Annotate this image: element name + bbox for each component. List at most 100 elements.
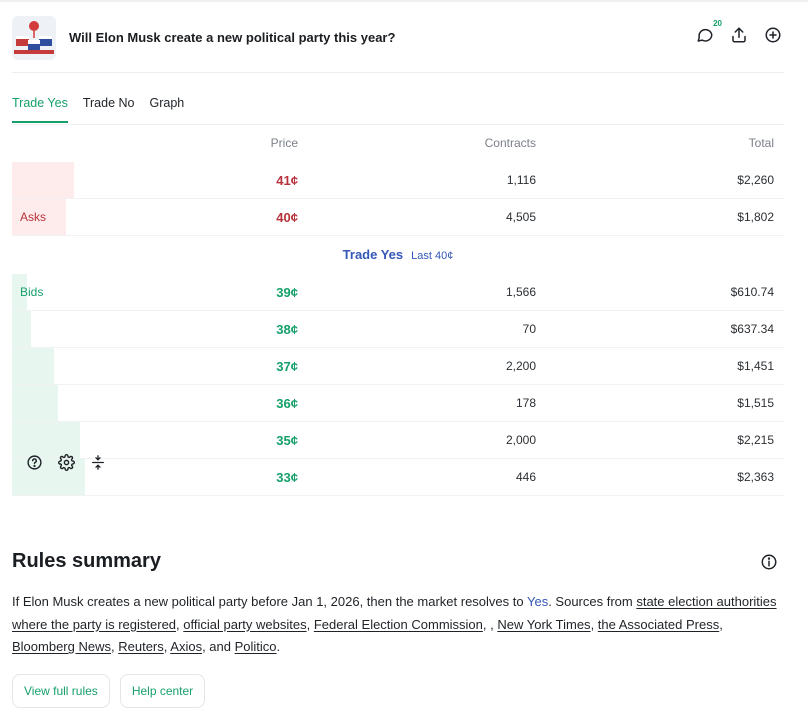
row-divider: [12, 310, 784, 311]
bid-total: $2,215: [737, 433, 774, 447]
collapse-icon: [90, 454, 106, 476]
row-divider: [12, 421, 784, 422]
help-button[interactable]: [24, 455, 44, 475]
add-icon: [764, 26, 782, 49]
comment-count: 20: [713, 19, 722, 28]
header-divider: [12, 72, 784, 73]
comment-icon: [696, 26, 714, 49]
row-divider: [12, 384, 784, 385]
bid-price: 37¢: [276, 359, 298, 374]
bid-total: $637.34: [730, 322, 774, 336]
separator: , ,: [482, 616, 498, 632]
row-divider: [12, 347, 784, 348]
rules-info-button[interactable]: [760, 553, 778, 571]
settings-icon: [57, 454, 75, 476]
tab-trade-yes[interactable]: Trade Yes: [12, 96, 68, 123]
tab-graph[interactable]: Graph: [149, 96, 185, 110]
source-link-reuters[interactable]: Reuters: [118, 639, 164, 654]
bid-price: 38¢: [276, 322, 298, 337]
bid-contracts: 70: [522, 322, 536, 336]
trade-tabs: Trade Yes Trade No Graph: [12, 96, 184, 123]
bid-price: 33¢: [276, 470, 298, 485]
comments-button[interactable]: 20: [694, 19, 722, 49]
depth-bar: [12, 311, 32, 348]
total-column-header: Total: [748, 136, 774, 150]
separator: , and: [202, 639, 235, 654]
spread-trade-label: Trade Yes: [342, 247, 404, 262]
source-link-bloomberg[interactable]: Bloomberg News: [12, 639, 111, 654]
collapse-button[interactable]: [88, 455, 108, 475]
bid-total: $1,515: [737, 396, 774, 410]
top-border: [0, 0, 808, 2]
separator: ,: [111, 639, 119, 654]
bid-row[interactable]: 38¢ 70 $637.34: [12, 311, 784, 348]
bid-total: $2,363: [737, 470, 774, 484]
tab-trade-no[interactable]: Trade No: [82, 96, 135, 110]
add-button[interactable]: [762, 26, 784, 48]
bid-contracts: 2,000: [505, 433, 536, 447]
rules-summary-title: Rules summary: [12, 550, 161, 572]
ask-total: $1,802: [737, 210, 774, 224]
help-center-button[interactable]: Help center: [119, 674, 206, 708]
source-link-axios[interactable]: Axios: [170, 639, 203, 654]
bid-price: 39¢: [276, 285, 298, 300]
bid-contracts: 2,200: [505, 359, 536, 373]
bid-contracts: 1,566: [505, 285, 536, 299]
depth-bar: [12, 348, 55, 385]
market-header: Will Elon Musk create a new political pa…: [12, 14, 784, 60]
header-actions: 20: [694, 19, 784, 49]
bid-price: 36¢: [276, 396, 298, 411]
depth-bar: [12, 199, 67, 236]
share-button[interactable]: [728, 26, 750, 48]
orderbook-tools: [24, 454, 108, 476]
help-icon: [26, 454, 43, 476]
row-divider: [12, 235, 784, 236]
bid-row[interactable]: 33¢ 446 $2,363: [12, 459, 784, 496]
view-full-rules-button[interactable]: View full rules: [12, 674, 110, 708]
source-link-official-party-websites[interactable]: official party websites: [183, 616, 307, 632]
rules-actions: View full rules Help center: [12, 674, 206, 708]
source-link-nyt[interactable]: New York Times: [497, 616, 591, 632]
price-column-header: Price: [270, 136, 298, 150]
bid-row[interactable]: Bids 39¢ 1,566 $610.74: [12, 274, 784, 311]
separator: ,: [719, 616, 723, 632]
last-price: Last 40¢: [411, 250, 454, 262]
ask-total: $2,260: [737, 173, 774, 187]
rules-summary-text: If Elon Musk creates a new political par…: [12, 591, 782, 659]
source-link-state-election-authorities[interactable]: state election authorities where the par…: [12, 594, 777, 632]
bid-row[interactable]: 37¢ 2,200 $1,451: [12, 348, 784, 385]
market-title: Will Elon Musk create a new political pa…: [69, 30, 396, 45]
market-image: [12, 16, 56, 60]
orderbook-header: Price Contracts Total: [12, 136, 784, 152]
bid-price: 35¢: [276, 433, 298, 448]
bid-row[interactable]: 35¢ 2,000 $2,215: [12, 422, 784, 459]
depth-bar: [12, 162, 74, 199]
yes-outcome: Yes: [526, 594, 549, 609]
rules-text-part: . Sources from: [548, 594, 637, 609]
separator: ,: [590, 616, 598, 632]
depth-bar: [12, 274, 28, 311]
ask-row[interactable]: 41¢ 1,116 $2,260: [12, 162, 784, 199]
separator: ,: [176, 616, 184, 632]
rules-text-end: .: [276, 639, 281, 654]
rules-text-part: If Elon Musk creates a new political par…: [12, 594, 527, 609]
bid-total: $610.74: [730, 285, 774, 299]
bid-contracts: 446: [515, 470, 536, 484]
depth-bar: [12, 459, 86, 496]
ask-row[interactable]: Asks 40¢ 4,505 $1,802: [12, 199, 784, 236]
settings-button[interactable]: [56, 454, 76, 476]
bid-row[interactable]: 36¢ 178 $1,515: [12, 385, 784, 422]
ask-price: 40¢: [276, 210, 298, 225]
bids-label: Bids: [20, 285, 44, 299]
source-link-politico[interactable]: Politico: [234, 639, 277, 654]
source-link-ap[interactable]: the Associated Press: [597, 616, 720, 632]
ask-contracts: 4,505: [505, 210, 536, 224]
ask-contracts: 1,116: [506, 173, 536, 187]
source-link-fec[interactable]: Federal Election Commission: [313, 616, 483, 632]
contracts-column-header: Contracts: [484, 136, 536, 150]
separator: ,: [163, 639, 171, 654]
tabs-divider: [12, 124, 784, 125]
bid-total: $1,451: [737, 359, 774, 373]
row-divider: [12, 495, 784, 496]
separator: ,: [306, 616, 314, 632]
